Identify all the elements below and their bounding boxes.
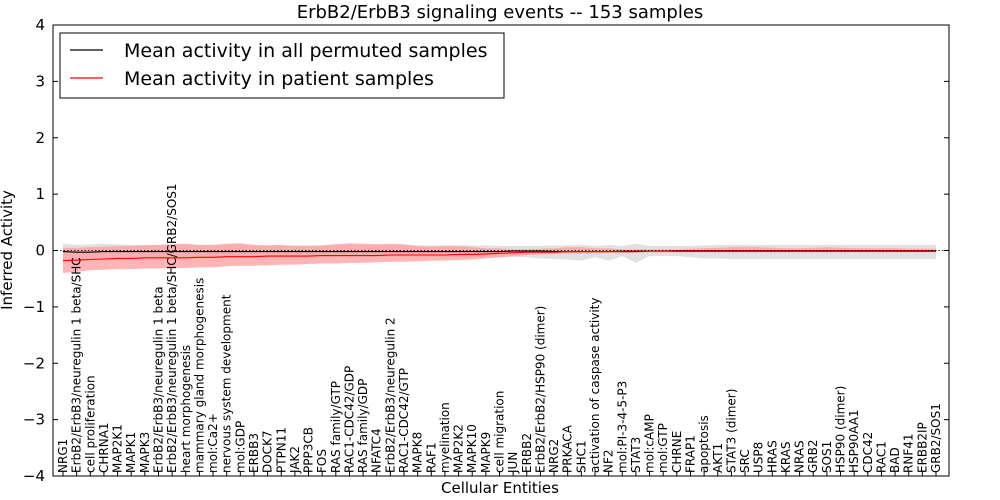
x-tick-label: mammary gland morphogenesis (192, 278, 206, 473)
x-tick-label: PTPN11 (274, 427, 288, 473)
x-tick-label: ERBB3 (247, 433, 261, 473)
x-tick-label: MAPK9 (479, 432, 493, 473)
x-tick-label: heart morphogenesis (179, 345, 193, 473)
x-tick-label: NF2 (602, 449, 616, 473)
x-tick-label: NRG1 (56, 439, 70, 473)
y-tick-label: −3 (23, 411, 45, 429)
x-tick-label: ErbB2/ErbB3/neuregulin 1 beta (152, 286, 166, 473)
x-tick-label: RAS family/GTP (329, 381, 343, 473)
x-tick-label: HRAS (765, 440, 779, 473)
x-tick-label: MAPK1 (124, 432, 138, 473)
x-tick-label: PRKACA (561, 424, 575, 473)
y-tick-label: 2 (35, 129, 45, 147)
x-tick-label: MAP2K2 (452, 424, 466, 473)
x-tick-label: RAC1 (874, 441, 888, 473)
y-tick-label: −1 (23, 298, 45, 316)
x-tick-label: JAK2 (288, 446, 302, 474)
y-tick-label: 3 (35, 72, 45, 90)
x-tick-label: mol:GTP (656, 423, 670, 473)
x-tick-label: RNF41 (902, 434, 916, 474)
y-tick-label: −4 (23, 467, 45, 485)
x-tick-label: MAP2K1 (111, 424, 125, 473)
legend-box (59, 32, 505, 99)
x-tick-label: mol:cAMP (643, 414, 657, 473)
x-tick-label: GRB2 (806, 439, 820, 473)
x-tick-label: SOS1 (820, 441, 834, 473)
x-tick-label: AKT1 (711, 443, 725, 473)
x-tick-label: FOS (315, 449, 329, 473)
x-tick-label: JUN (506, 452, 520, 474)
x-tick-label: RAS family/GDP (356, 379, 370, 473)
x-tick-label: RAC1-CDC42/GTP (397, 368, 411, 473)
x-tick-label: mol:Ca2+ (206, 413, 220, 473)
x-tick-label: SHC1 (574, 440, 588, 473)
x-tick-label: mol:PI-3-4-5-P3 (615, 381, 629, 473)
x-tick-label: MAPK8 (411, 432, 425, 473)
x-tick-label: NRG2 (547, 439, 561, 473)
y-tick-label: −2 (23, 354, 45, 372)
y-axis-label: Inferred Activity (0, 190, 16, 310)
x-tick-label: CDC42 (861, 432, 875, 473)
x-tick-label: nervous system development (220, 294, 234, 473)
x-tick-label: MAPK3 (138, 432, 152, 473)
x-tick-label: ERBB2IP (915, 422, 929, 473)
x-tick-label: BAD (888, 447, 902, 473)
x-tick-label: CHRNE (670, 431, 684, 473)
x-tick-label: mol:GDP (233, 421, 247, 473)
x-tick-label: cell proliferation (83, 375, 97, 473)
patient-mean-line (62, 249, 936, 262)
y-tick-label: 0 (35, 242, 45, 260)
x-tick-label: activation of caspase activity (588, 298, 602, 473)
x-tick-label: KRAS (779, 441, 793, 473)
x-tick-label: STAT3 (dimer) (724, 389, 738, 473)
x-tick-label: RAC1-CDC42/GDP (343, 366, 357, 473)
x-tick-label: NRAS (793, 440, 807, 473)
legend-label-permuted: Mean activity in all permuted samples (124, 40, 487, 62)
x-axis-label: Cellular Entities (441, 479, 559, 497)
legend: Mean activity in all permuted samples Me… (59, 32, 505, 99)
x-tick-label: HSP90AA1 (847, 409, 861, 473)
x-tick-label: NFATC4 (370, 428, 384, 473)
x-tick-label: PPP3CB (302, 427, 316, 473)
permuted-mean-line (62, 250, 936, 253)
x-tick-label: USP8 (752, 442, 766, 473)
x-tick-label: SRC (738, 449, 752, 473)
x-tick-label: CHRNA1 (97, 422, 111, 473)
x-tick-label: apoptosis (697, 415, 711, 473)
y-tick-label: 1 (35, 185, 45, 203)
x-tick-label: DOCK7 (261, 430, 275, 473)
x-tick-label: STAT3 (629, 437, 643, 473)
x-tick-label: MAPK10 (465, 424, 479, 473)
x-tick-label: ERBB2 (520, 433, 534, 473)
x-tick-label: FRAP1 (684, 435, 698, 473)
x-tick-label: cell migration (493, 391, 507, 473)
x-tick-label: GRB2/SOS1 (929, 403, 943, 473)
y-tick-label: 4 (35, 16, 45, 34)
legend-label-patient: Mean activity in patient samples (124, 68, 434, 90)
x-tick-label: ErbB2/ErbB3/neuregulin 1 beta/SHC/GRB2/S… (165, 183, 179, 473)
x-tick-label: RAF1 (424, 442, 438, 473)
x-tick-label: ErbB2/ErbB2/HSP90 (dimer) (533, 306, 547, 473)
x-tick-label: HSP90 (dimer) (834, 386, 848, 473)
x-tick-label: ErbB2/ErbB3/neuregulin 2 (383, 317, 397, 473)
x-tick-label: ErbB2/ErbB3/neuregulin 1 beta/SHC (70, 257, 84, 473)
x-tick-label: myelination (438, 402, 452, 473)
chart-title: ErbB2/ErbB3 signaling events -- 153 samp… (297, 2, 704, 23)
